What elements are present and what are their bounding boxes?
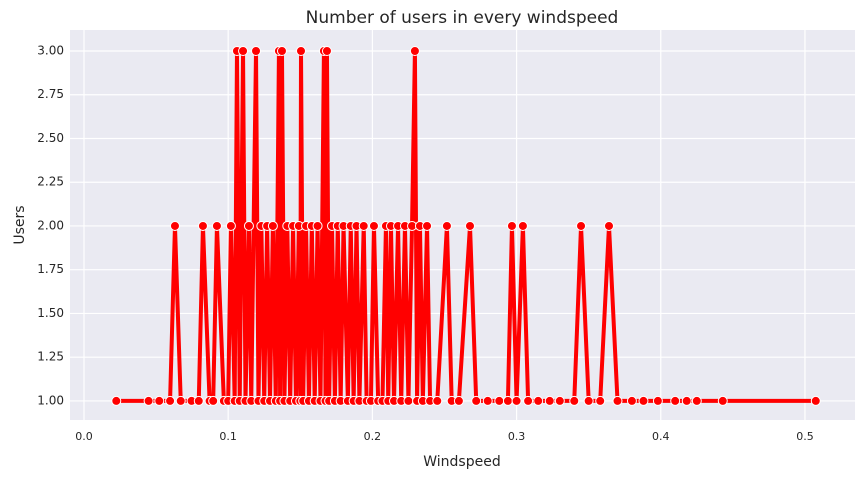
data-point [296, 45, 307, 56]
data-point [251, 45, 262, 56]
data-point [576, 220, 587, 231]
data-point [583, 395, 594, 406]
data-point [276, 45, 287, 56]
y-tick-label: 2.00 [37, 218, 64, 232]
data-point [612, 395, 623, 406]
y-tick-label: 3.00 [37, 43, 64, 57]
x-tick-label: 0.1 [219, 430, 237, 443]
x-tick-label: 0.0 [75, 430, 93, 443]
data-point [225, 220, 236, 231]
y-axis-label: Users [12, 205, 28, 244]
data-point [670, 395, 681, 406]
y-tick-label: 1.75 [37, 262, 64, 276]
data-point [681, 395, 692, 406]
data-point [208, 395, 219, 406]
x-tick-label: 0.4 [652, 430, 670, 443]
data-point [511, 395, 522, 406]
data-point [453, 395, 464, 406]
data-point [368, 220, 379, 231]
data-point [243, 220, 254, 231]
data-point [169, 220, 180, 231]
data-point [652, 395, 663, 406]
data-point [143, 395, 154, 406]
data-point [506, 220, 517, 231]
data-point [554, 395, 565, 406]
x-tick-label: 0.3 [508, 430, 526, 443]
y-tick-label: 1.25 [37, 350, 64, 364]
y-tick-label: 1.00 [37, 393, 64, 407]
data-point [464, 220, 475, 231]
data-point [523, 395, 534, 406]
data-point [595, 395, 606, 406]
data-point [533, 395, 544, 406]
data-point [517, 220, 528, 231]
y-tick-label: 2.25 [37, 175, 64, 189]
data-point [691, 395, 702, 406]
data-point [238, 45, 249, 56]
y-tick-label: 1.50 [37, 306, 64, 320]
data-point [482, 395, 493, 406]
chart-title: Number of users in every windspeed [306, 8, 619, 28]
data-point [409, 45, 420, 56]
data-point [154, 395, 165, 406]
data-point [432, 395, 443, 406]
x-tick-label: 0.2 [364, 430, 382, 443]
data-point [544, 395, 555, 406]
y-tick-label: 2.50 [37, 131, 64, 145]
data-point [604, 220, 615, 231]
data-point [441, 220, 452, 231]
data-point [403, 395, 414, 406]
data-point [267, 220, 278, 231]
data-point [626, 395, 637, 406]
data-point [165, 395, 176, 406]
data-point [569, 395, 580, 406]
x-axis-label: Windspeed [423, 454, 500, 470]
data-point [111, 395, 122, 406]
data-point [358, 220, 369, 231]
data-point [502, 395, 513, 406]
data-point [717, 395, 728, 406]
data-point [471, 395, 482, 406]
data-point [312, 220, 323, 231]
data-point [422, 220, 433, 231]
data-point [197, 220, 208, 231]
y-tick-label: 2.75 [37, 87, 64, 101]
data-point [193, 395, 204, 406]
data-point [175, 395, 186, 406]
data-point [638, 395, 649, 406]
data-point [494, 395, 505, 406]
x-tick-label: 0.5 [796, 430, 814, 443]
data-point [321, 45, 332, 56]
data-point [211, 220, 222, 231]
data-point [810, 395, 821, 406]
